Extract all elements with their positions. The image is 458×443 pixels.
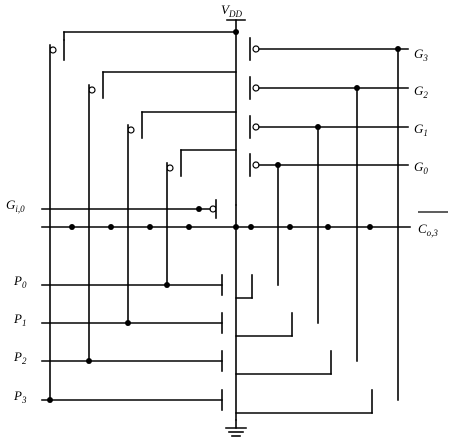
generate-nmos-stair: [235, 48, 399, 414]
output-label-g3: G3: [414, 46, 428, 63]
input-label-p3: P3: [13, 388, 27, 405]
carry-in-label: Gi,0: [6, 197, 25, 214]
carry-out-bus: [41, 224, 411, 230]
ground-symbol: [225, 419, 247, 437]
vdd-supply: [63, 19, 246, 35]
input-pmos-ladder: [49, 31, 237, 401]
output-label-g1: G1: [414, 121, 428, 138]
input-label-p1: P1: [13, 311, 26, 328]
input-label-p0: P0: [13, 273, 27, 290]
input-label-p2: P2: [13, 349, 27, 366]
nmos-pulldown-column: [41, 204, 237, 421]
output-label-g0: G0: [414, 159, 428, 176]
vdd-label: VDD: [221, 2, 242, 19]
carry-in-wire: [41, 199, 217, 219]
output-pmos-column: [235, 31, 409, 206]
carry-out-label: Co,3: [418, 221, 438, 238]
output-label-g2: G2: [414, 83, 428, 100]
